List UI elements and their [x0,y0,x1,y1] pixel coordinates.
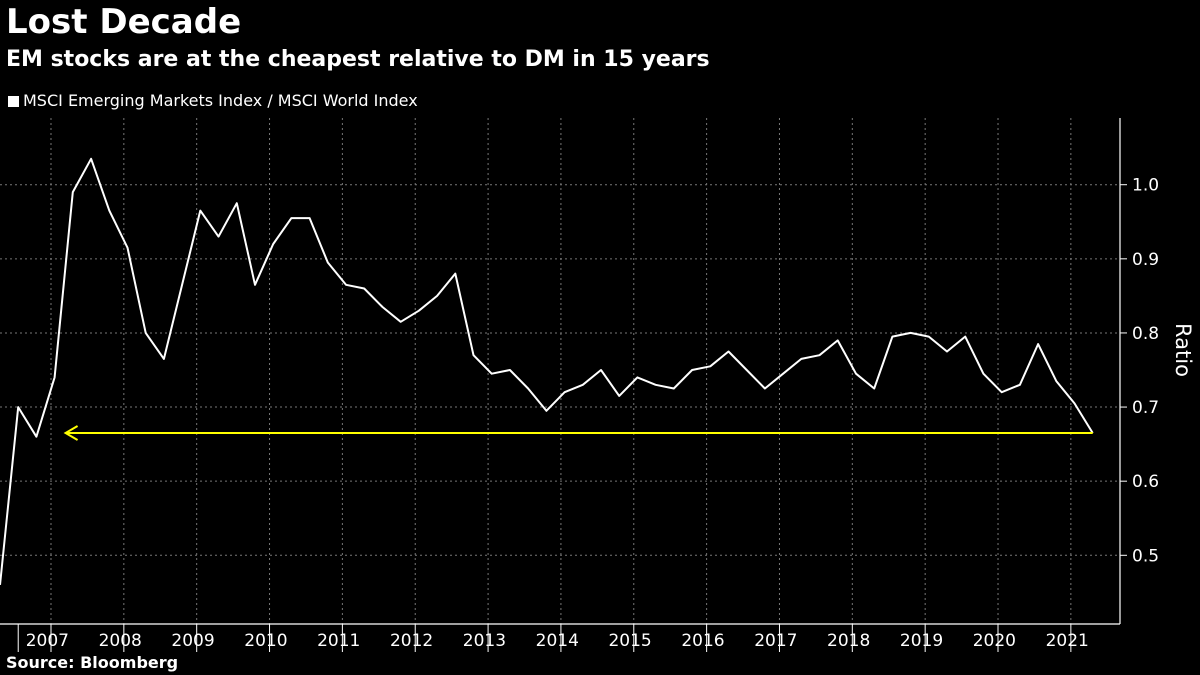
x-tick-label: 2021 [1046,631,1089,651]
x-tick-label: 2016 [681,631,724,651]
x-tick-label: 2019 [900,631,943,651]
series-layer [0,157,1094,586]
x-tick-label: 2015 [608,631,651,651]
chart-subtitle: EM stocks are at the cheapest relative t… [6,47,710,72]
x-tick-label: 2017 [754,631,797,651]
x-tick-label: 2009 [171,631,214,651]
y-tick-label: 0.9 [1132,250,1159,270]
x-tick-label: 2011 [317,631,360,651]
y-tick-label: 0.5 [1132,546,1159,566]
y-tick-label: 1.0 [1132,176,1159,196]
annotation-layer [63,425,1093,441]
series-line [0,157,1094,586]
y-tick-label: 0.7 [1132,398,1159,418]
axes: 0.5 0.6 0.7 0.8 0.9 1.0 2007 2008 2009 2010 2011 20… [0,118,1195,652]
legend: MSCI Emerging Markets Index / MSCI World… [8,90,418,112]
legend-swatch [8,95,19,107]
legend-label: MSCI Emerging Markets Index / MSCI World… [23,91,418,110]
source-note: Source: Bloomberg [6,653,179,672]
x-tick-label: 2014 [536,631,579,651]
y-tick-label: 0.8 [1132,324,1159,344]
x-tick-label: 2013 [463,631,506,651]
x-tick-label: 2012 [390,631,433,651]
x-tick-label: 2007 [26,631,69,651]
chart-title: Lost Decade [6,2,242,42]
y-tick-label: 0.6 [1132,472,1159,492]
x-tick-label: 2020 [973,631,1016,651]
annotation-arrow-head [63,425,79,441]
x-tick-label: 2018 [827,631,870,651]
x-tick-label: 2008 [99,631,142,651]
x-tick-label: 2010 [244,631,287,651]
grid [0,118,1120,624]
y-axis-title: Ratio [1171,323,1195,377]
